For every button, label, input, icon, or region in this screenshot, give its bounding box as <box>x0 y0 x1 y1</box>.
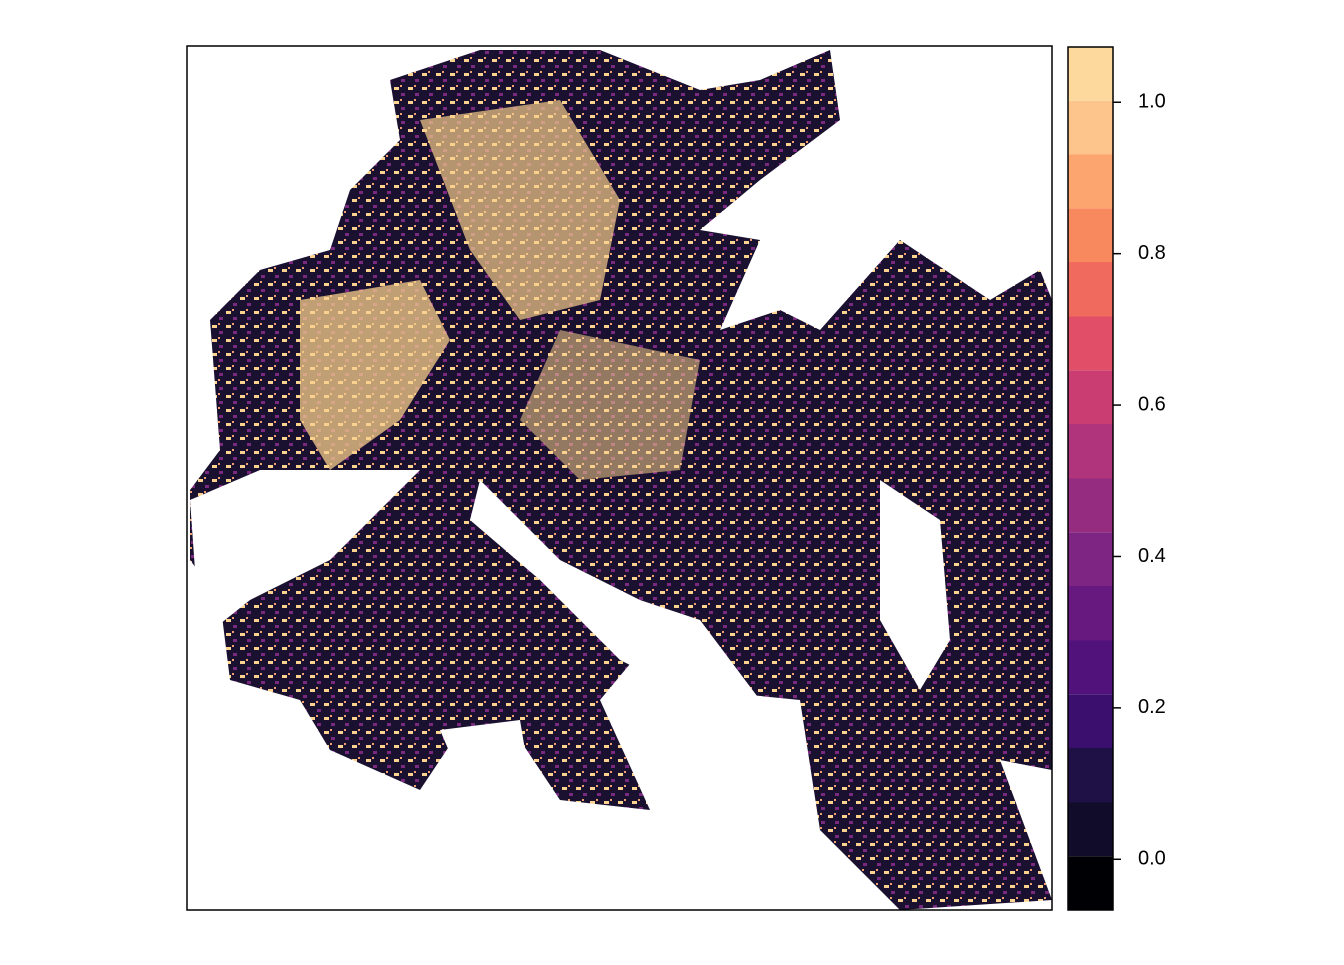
colorbar-bin <box>1068 856 1113 910</box>
raster-data <box>190 50 1052 910</box>
raster-patch <box>520 330 700 480</box>
raster-gap <box>190 470 420 640</box>
raster-gap <box>440 720 530 800</box>
colorbar-bin <box>1068 261 1113 317</box>
colorbar-bin <box>1068 478 1113 533</box>
y-tick-label: 0.6 <box>1138 393 1166 415</box>
colorbar-bin <box>1068 747 1113 803</box>
colorbar-bin <box>1068 154 1113 209</box>
y-tick-label: 0.4 <box>1138 545 1166 567</box>
colorbar-bin <box>1068 585 1113 641</box>
colorbar-bin <box>1068 47 1113 101</box>
y-tick-label: 1.0 <box>1138 91 1166 113</box>
colorbar-bin <box>1068 640 1113 695</box>
colorbar-bin <box>1068 802 1113 857</box>
colorbar-bin <box>1068 316 1113 371</box>
colorbar-bin <box>1068 370 1113 424</box>
raster <box>190 50 1052 910</box>
colorbar-bin <box>1068 100 1113 155</box>
colorbar-bin <box>1068 208 1113 262</box>
y-tick-label: 0.8 <box>1138 242 1166 264</box>
plot-frame <box>186 45 1053 911</box>
raster-patch <box>300 280 450 470</box>
y-tick-label: 0.0 <box>1138 848 1166 870</box>
y-tick-label: 0.2 <box>1138 696 1166 718</box>
raster-patch <box>420 100 620 320</box>
colorbar-frame <box>1067 46 1114 911</box>
raster-gap <box>880 480 950 690</box>
raster-gap <box>470 480 760 790</box>
colorbar-bin <box>1068 694 1113 748</box>
colorbar-bin <box>1068 532 1113 586</box>
colorbar-bin <box>1068 423 1113 479</box>
colorbar: 0.0 0.2 0.4 0.6 0.8 1.0 <box>1067 46 1166 911</box>
